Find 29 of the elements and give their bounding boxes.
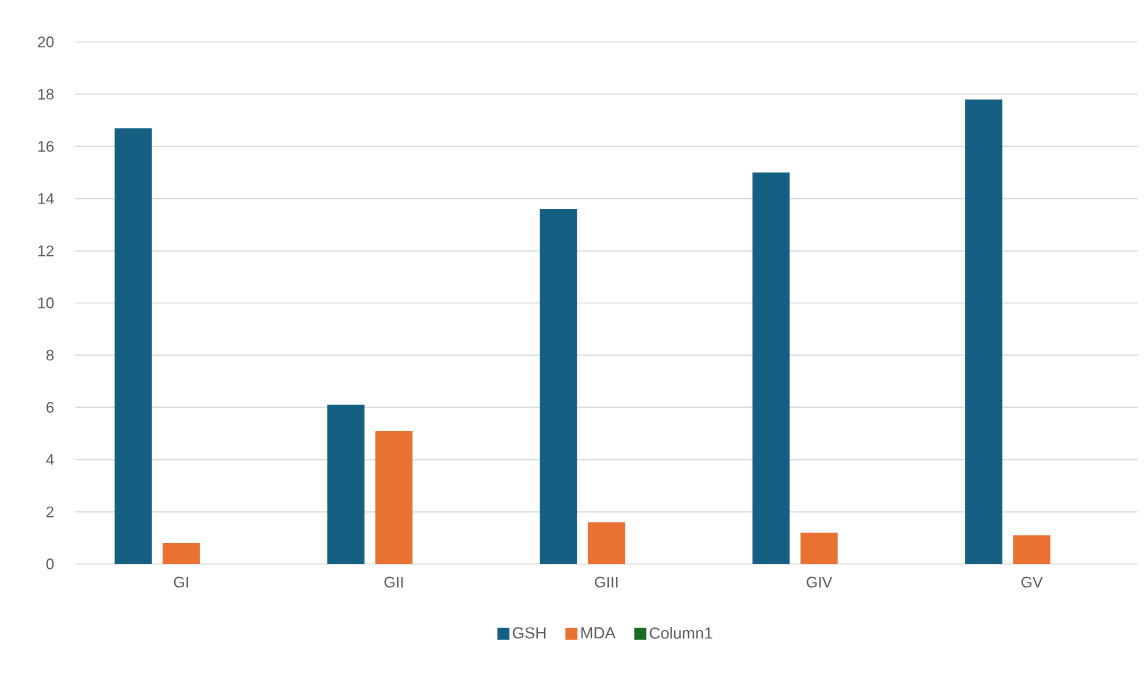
x-tick-label: GI [173,576,188,588]
y-tick-label: 14 [38,193,54,204]
legend-label: MDA [581,627,616,639]
y-tick-label: 20 [38,36,54,48]
x-tick-label: GIII [594,576,618,588]
y-tick-label: 10 [38,297,54,309]
y-tick-label: 6 [46,401,54,413]
y-tick-label: 2 [46,506,54,518]
bar [162,543,200,564]
legend-label: Column1 [649,627,713,639]
y-tick-label: 0 [46,558,54,570]
legend-label: GSH [512,627,546,639]
bar [587,522,626,564]
bar [800,532,838,564]
x-tick-label: GIV [806,576,833,588]
y-tick-label: 16 [38,140,54,152]
y-tick-label: 18 [38,88,54,100]
y-tick-label: 8 [46,349,54,361]
bar [1013,535,1051,564]
bar [752,172,790,564]
y-tick-label: 4 [46,454,54,465]
bar [375,430,413,564]
bar [327,404,365,564]
x-tick-label: GV [1021,576,1043,588]
x-tick-label: GII [384,576,403,588]
y-tick-label: 12 [38,245,54,257]
bar [965,99,1003,564]
bar [539,209,578,564]
bar [114,128,152,564]
